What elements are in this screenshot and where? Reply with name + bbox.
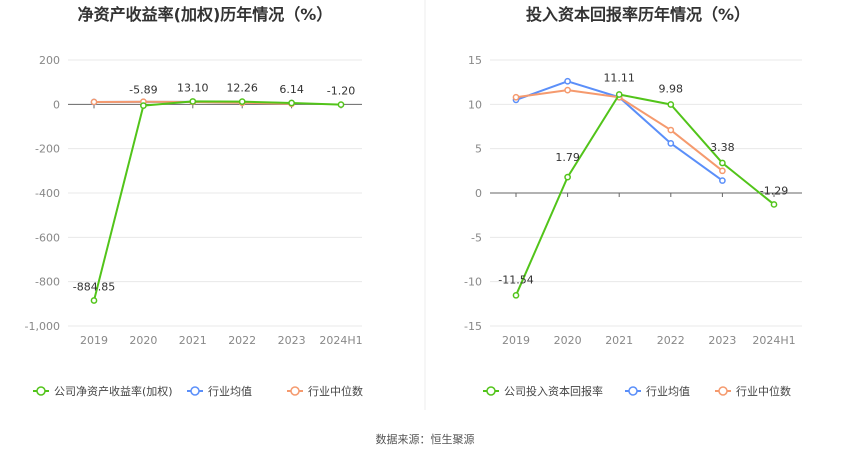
y-tick-label: -200 (35, 143, 60, 156)
company-series-line (93, 100, 342, 301)
x-tick-label: 2024H1 (319, 334, 362, 347)
y-tick-label: 0 (475, 187, 482, 200)
company-series-line (515, 93, 775, 296)
legend-entry: 行业中位数 (308, 384, 363, 398)
data-label: 13.10 (177, 81, 209, 94)
data-label: -5.89 (129, 84, 157, 97)
median-data-point (667, 126, 675, 134)
x-tick-label: 2022 (228, 334, 256, 347)
data-label: -1.29 (760, 184, 788, 197)
x-tick-label: 2023 (708, 334, 736, 347)
roe-chart-panel: 净资产收益率(加权)历年情况（%） 200 0 -200 -400 -600 -800 -1,… (25, 5, 363, 398)
y-tick-label: -15 (464, 320, 482, 333)
y-tick-label: -800 (35, 276, 60, 289)
x-tick-label: 2024H1 (752, 334, 795, 347)
median-data-point (719, 167, 726, 175)
company-data-point (512, 291, 520, 299)
x-tick-label: 2021 (179, 334, 207, 347)
x-tick-label: 2019 (80, 334, 108, 347)
data-label: 6.14 (279, 83, 304, 96)
company-data-point (90, 297, 98, 304)
x-tick-label: 2019 (502, 334, 530, 347)
legend-swatch-marker (190, 386, 200, 396)
y-tick-label: -5 (471, 231, 482, 244)
x-tick-label: 2020 (554, 334, 582, 347)
y-tick-label: 15 (468, 54, 482, 67)
legend-swatch-marker (628, 386, 638, 396)
avg-data-point (667, 139, 675, 147)
company-data-point (667, 101, 675, 108)
avg-data-point (719, 177, 726, 184)
company-data-point (615, 91, 623, 98)
data-label: 3.38 (710, 141, 735, 154)
y-tick-label: -10 (464, 276, 482, 289)
chart-title: 投入资本回报率历年情况（%） (526, 5, 750, 24)
y-tick-label: -400 (35, 187, 60, 200)
company-data-point (719, 159, 726, 167)
median-data-point (90, 98, 98, 106)
y-tick-label: 200 (39, 54, 60, 67)
company-data-point (140, 102, 147, 109)
x-tick-label: 2020 (129, 334, 157, 347)
data-source-note: 数据来源：恒生聚源 (376, 432, 475, 446)
median-data-point (512, 93, 520, 101)
company-data-point (564, 173, 571, 181)
company-data-point (189, 98, 197, 105)
data-label: 9.98 (659, 83, 684, 96)
legend-entry: 公司净资产收益率(加权) (54, 384, 173, 398)
legend-entry: 行业均值 (646, 385, 690, 398)
data-label: 11.11 (603, 71, 635, 84)
roic-chart-panel: 投入资本回报率历年情况（%） 15 10 5 0 -5 -10 -15 2019 2020 2021… (464, 5, 802, 398)
legend-entry: 行业中位数 (736, 384, 791, 398)
legend-entry: 公司投入资本回报率 (504, 384, 603, 398)
y-tick-label: 10 (468, 98, 482, 111)
chart-title: 净资产收益率(加权)历年情况（%） (78, 5, 333, 24)
data-label: 1.79 (555, 151, 580, 164)
legend-swatch-marker (718, 386, 728, 396)
company-data-point (770, 201, 778, 208)
company-data-point (238, 98, 246, 105)
legend-entry: 行业均值 (208, 385, 252, 398)
x-tick-label: 2022 (657, 334, 685, 347)
y-tick-label: 5 (475, 143, 482, 156)
avg-data-point (564, 77, 571, 85)
data-label: 12.26 (226, 82, 258, 95)
company-data-point (337, 101, 345, 108)
y-tick-label: -600 (35, 231, 60, 244)
legend-swatch-marker (36, 386, 46, 396)
data-label: -1.20 (327, 85, 355, 98)
data-label: -11.54 (498, 273, 533, 286)
median-data-point (564, 86, 571, 94)
legend-swatch-marker (290, 386, 300, 396)
x-tick-label: 2021 (605, 334, 633, 347)
data-label: -884.85 (73, 280, 115, 293)
y-tick-label: 0 (53, 98, 60, 111)
y-tick-label: -1,000 (25, 320, 60, 333)
company-data-point (288, 99, 295, 107)
x-tick-label: 2023 (278, 334, 306, 347)
legend-swatch-marker (486, 386, 496, 396)
